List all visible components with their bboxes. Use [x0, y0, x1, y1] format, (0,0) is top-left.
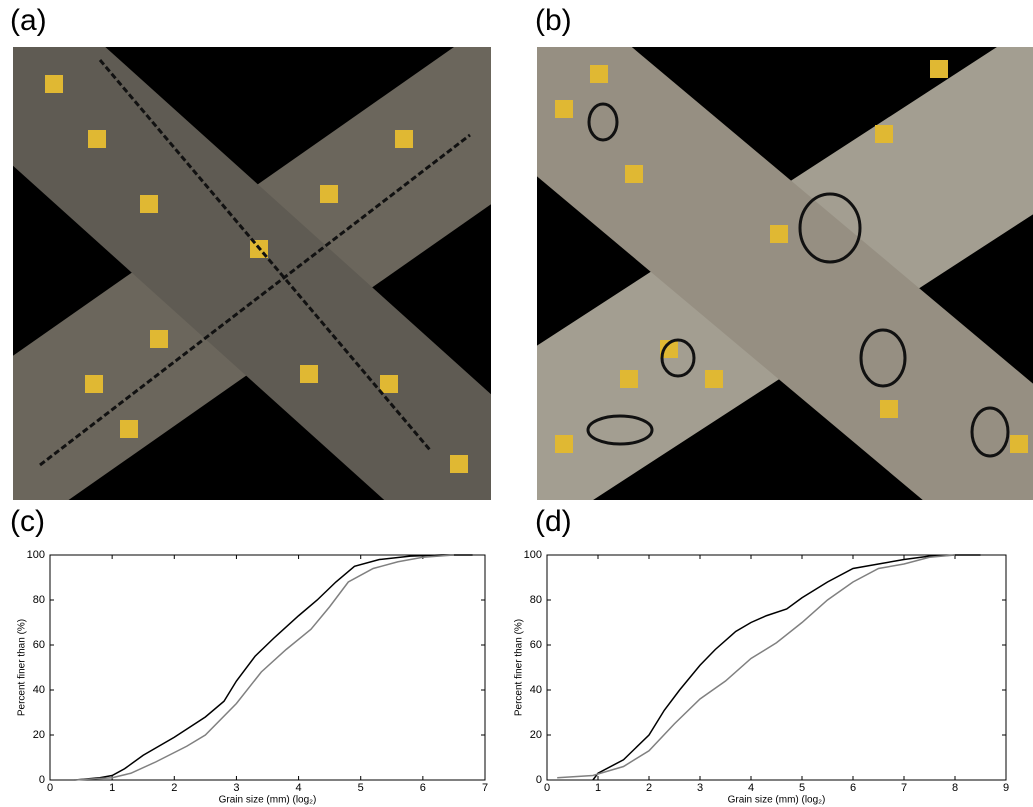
plot-frame — [50, 555, 485, 780]
y-axis-label: Percent finer than (%) — [514, 619, 525, 716]
x-axis-label: Grain size (mm) (log₂) — [728, 795, 826, 806]
x-tick-label: 6 — [850, 782, 856, 794]
y-tick-label: 20 — [33, 729, 45, 741]
y-tick-label: 80 — [530, 594, 542, 606]
figure: (a)(b)(c)(d)01234567020406080100Grain si… — [0, 0, 1033, 807]
panel-label: (b) — [535, 4, 572, 37]
panel-label: (a) — [10, 4, 47, 37]
y-tick-label: 40 — [33, 684, 45, 696]
x-tick-label: 4 — [748, 782, 754, 794]
photo-a — [0, 0, 613, 595]
x-tick-label: 7 — [901, 782, 907, 794]
x-tick-label: 5 — [358, 782, 364, 794]
page: {"panel_labels": ["(a)", "(b)", "(c)", "… — [0, 0, 1033, 807]
y-tick-label: 80 — [33, 594, 45, 606]
y-axis-label: Percent finer than (%) — [17, 619, 28, 716]
x-tick-label: 9 — [1003, 782, 1009, 794]
x-tick-label: 8 — [952, 782, 958, 794]
y-tick-label: 60 — [33, 639, 45, 651]
y-tick-label: 0 — [39, 774, 45, 786]
cumulative-curve — [593, 555, 981, 780]
photo-b — [410, 0, 1033, 595]
y-tick-label: 100 — [27, 549, 45, 561]
x-tick-label: 7 — [482, 782, 488, 794]
x-axis-label: Grain size (mm) (log₂) — [219, 795, 317, 806]
y-tick-label: 40 — [530, 684, 542, 696]
cumulative-curve — [75, 555, 473, 780]
x-tick-label: 2 — [171, 782, 177, 794]
plot-frame — [547, 555, 1006, 780]
x-tick-label: 1 — [595, 782, 601, 794]
panel-label: (c) — [10, 505, 45, 538]
cumulative-curve — [75, 555, 454, 780]
panel-label: (d) — [535, 505, 572, 538]
y-tick-label: 20 — [530, 729, 542, 741]
y-tick-label: 0 — [536, 774, 542, 786]
x-tick-label: 1 — [109, 782, 115, 794]
x-tick-label: 4 — [296, 782, 302, 794]
x-tick-label: 3 — [697, 782, 703, 794]
x-tick-label: 0 — [47, 782, 53, 794]
x-tick-label: 0 — [544, 782, 550, 794]
y-tick-label: 100 — [524, 549, 542, 561]
x-tick-label: 2 — [646, 782, 652, 794]
x-tick-label: 5 — [799, 782, 805, 794]
y-tick-label: 60 — [530, 639, 542, 651]
x-tick-label: 3 — [233, 782, 239, 794]
x-tick-label: 6 — [420, 782, 426, 794]
cumulative-curve — [557, 555, 955, 778]
